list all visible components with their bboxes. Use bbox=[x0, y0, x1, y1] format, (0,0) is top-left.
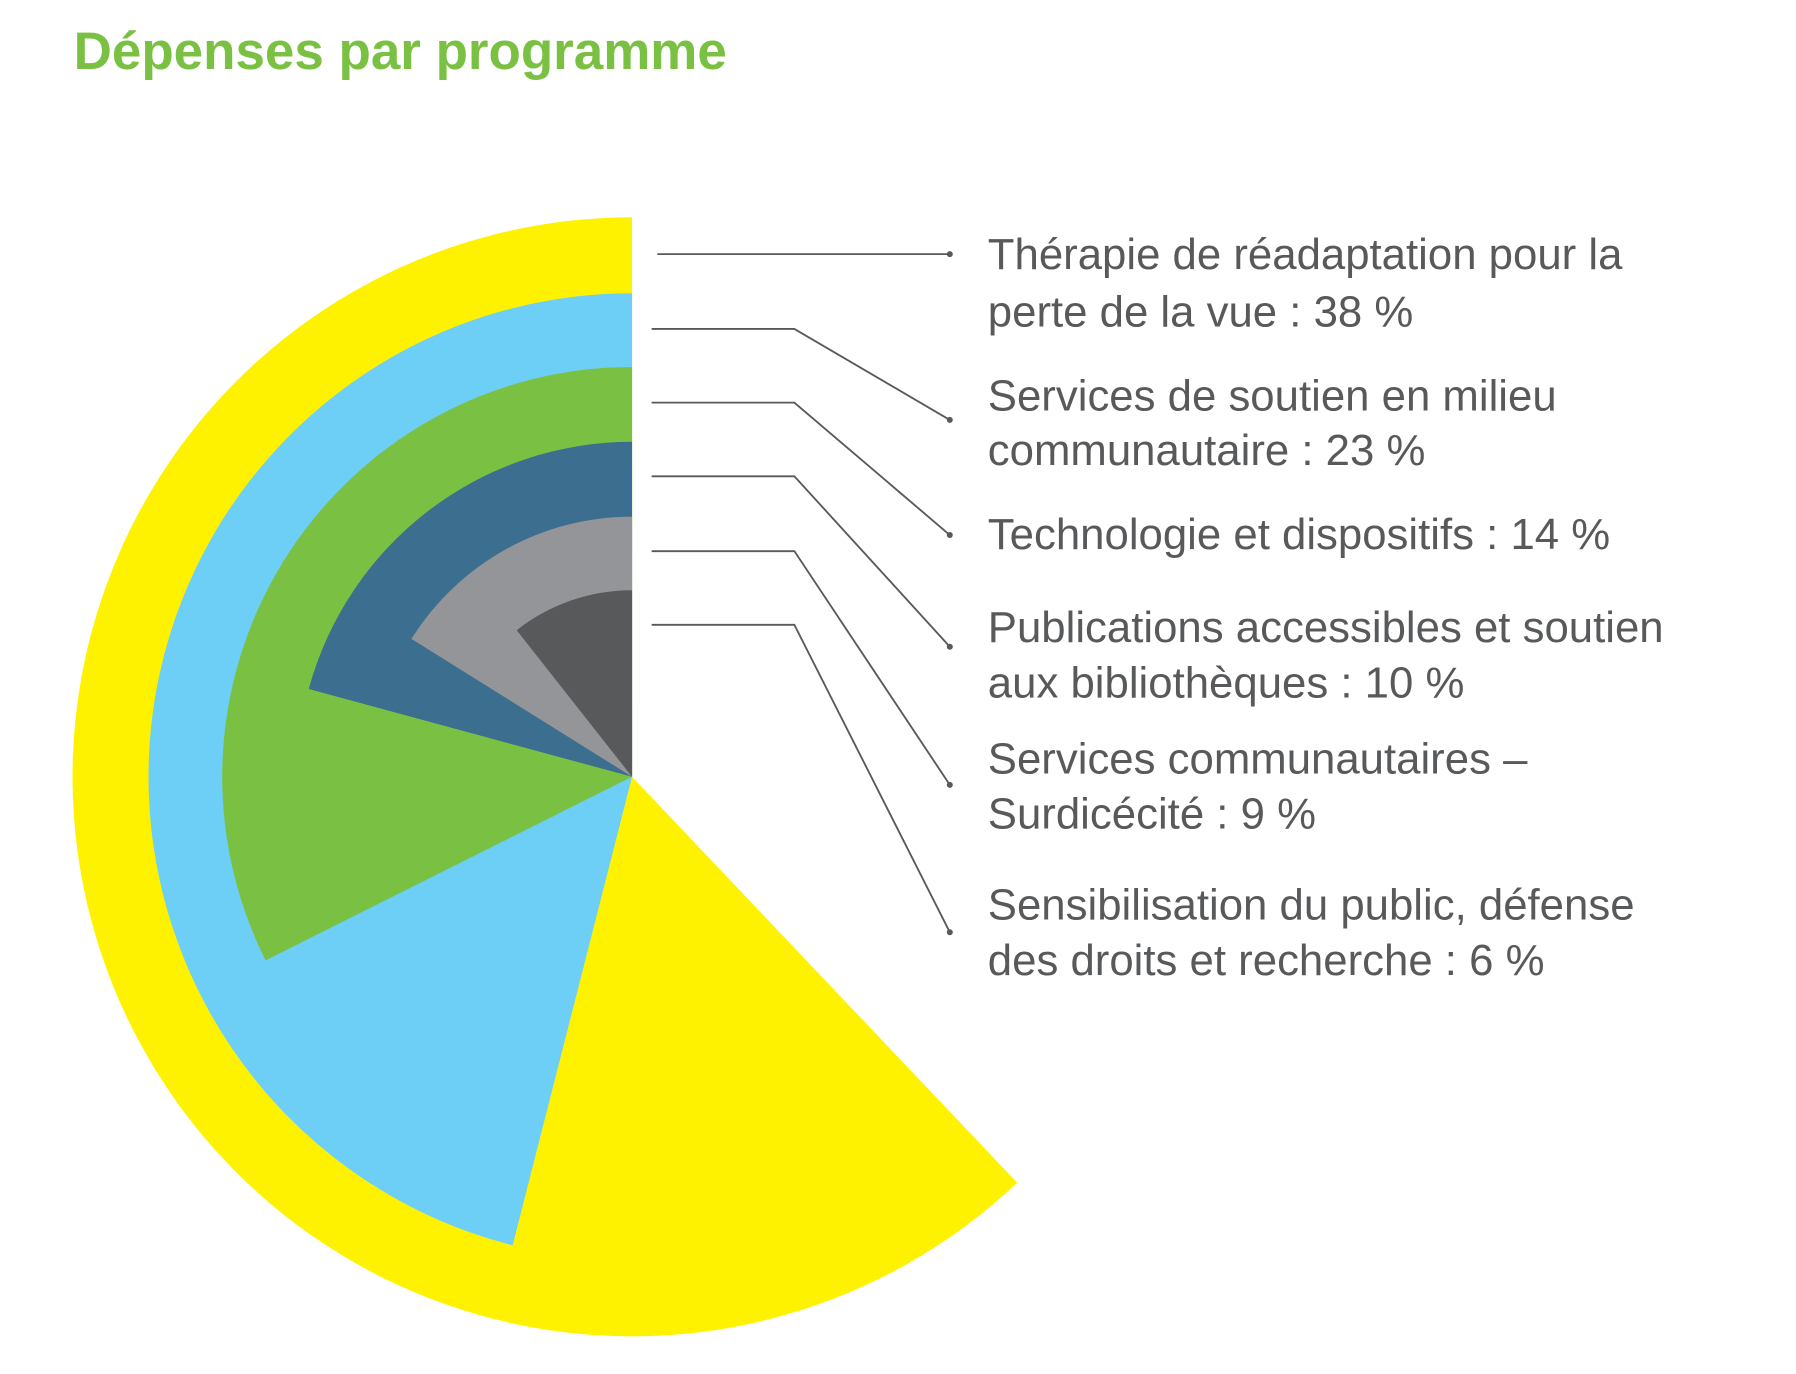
leader-line-6 bbox=[651, 623, 951, 933]
wedge-6 bbox=[516, 590, 633, 777]
leader-dot-5 bbox=[946, 781, 953, 788]
label-4-line-1: Publications accessibles et soutien bbox=[988, 603, 1664, 652]
leader-dot-6 bbox=[946, 929, 953, 936]
label-6-line-1: Sensibilisation du public, défense bbox=[988, 881, 1635, 930]
leader-line-3 bbox=[651, 401, 951, 536]
label-4-line-2: aux bibliothèques : 10 % bbox=[988, 658, 1465, 707]
label-1-line-1: Thérapie de réadaptation pour la bbox=[988, 230, 1623, 279]
leader-line-4 bbox=[651, 475, 951, 648]
label-2-line-1: Services de soutien en milieu bbox=[988, 372, 1557, 421]
leader-dot-4 bbox=[946, 643, 953, 650]
label-6-line-2: des droits et recherche : 6 % bbox=[988, 936, 1545, 985]
leader-line-5 bbox=[651, 550, 951, 786]
leader-dot-3 bbox=[946, 532, 953, 539]
label-5-line-1: Services communautaires – bbox=[988, 734, 1528, 783]
label-3-line-1: Technologie et dispositifs : 14 % bbox=[988, 510, 1610, 559]
leader-dot-1 bbox=[946, 251, 953, 258]
label-1-line-2: perte de la vue : 38 % bbox=[988, 288, 1413, 337]
leader-line-2 bbox=[651, 328, 951, 421]
label-2-line-2: communautaire : 23 % bbox=[988, 426, 1426, 475]
label-5-line-2: Surdicécité : 9 % bbox=[988, 790, 1316, 839]
wedge-5 bbox=[411, 516, 633, 777]
leader-dot-2 bbox=[946, 416, 953, 423]
chart-title: Dépenses par programme bbox=[74, 22, 727, 81]
